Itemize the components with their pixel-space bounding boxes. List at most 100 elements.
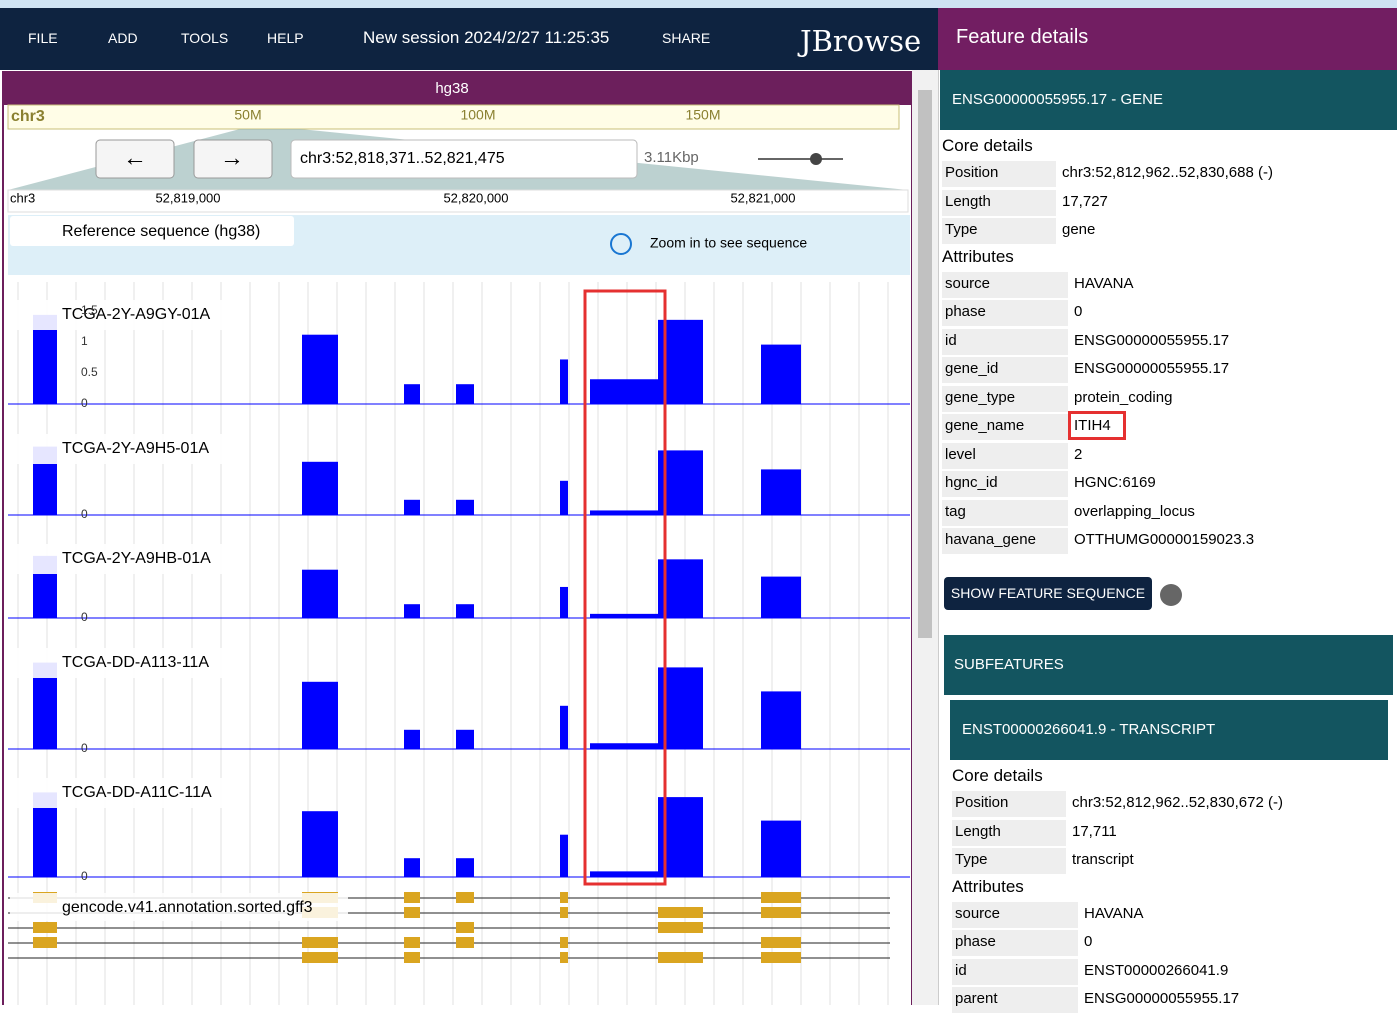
track-label: TCGA-2Y-A9GY-01A	[62, 306, 211, 323]
location-box[interactable]	[290, 139, 638, 179]
coverage-block	[456, 604, 474, 618]
ruler-tick: 52,820,000	[443, 190, 508, 205]
subheading: Core details	[942, 136, 1033, 155]
ruler-tick: 52,819,000	[155, 190, 220, 205]
section-header	[950, 700, 1388, 760]
coverage-block	[761, 820, 801, 877]
top-strip	[0, 0, 1397, 8]
gene-feature	[456, 922, 474, 933]
track-label-box	[10, 893, 348, 921]
key-cell: source	[952, 901, 1078, 928]
zoom-thumb[interactable]	[810, 153, 822, 165]
show-sequence-button[interactable]: SHOW FEATURE SEQUENCE	[944, 577, 1152, 610]
key-cell: hgnc_id	[942, 471, 1068, 497]
share-button[interactable]: SHARE	[662, 30, 711, 46]
key-cell: phase	[952, 930, 1078, 956]
value-cell: HGNC:6169	[1074, 474, 1156, 491]
app-bar	[0, 8, 938, 70]
track-label: TCGA-2Y-A9H5-01A	[62, 440, 209, 457]
coverage-block	[560, 834, 568, 877]
gene-feature	[658, 907, 703, 918]
overview-tick: 100M	[460, 107, 495, 123]
value-cell: 0	[1084, 933, 1093, 950]
value-cell: ITIH4	[1074, 417, 1111, 434]
menu-item[interactable]: ADD	[108, 30, 138, 46]
section-header-text: ENSG00000055955.17 - GENE	[952, 91, 1163, 108]
key-cell: parent	[952, 987, 1078, 1013]
gene-feature	[404, 952, 420, 963]
track-label-box	[10, 544, 238, 574]
location: chr3:52,818,371..52,821,475	[300, 150, 505, 167]
coverage-block	[560, 480, 568, 515]
gene-feature	[404, 892, 420, 903]
forward-icon: →	[220, 144, 244, 171]
gene-feature	[761, 892, 801, 903]
coverage-block	[761, 344, 801, 404]
value-cell: 0	[1074, 303, 1083, 320]
gene-feature	[560, 937, 568, 948]
coverage-block	[560, 705, 568, 749]
gene-feature	[560, 892, 568, 903]
key-cell: Length	[942, 189, 1056, 216]
track-label: Reference sequence (hg38)	[62, 223, 260, 240]
back-icon: ←	[123, 144, 147, 171]
help-icon	[1160, 584, 1182, 606]
message: Zoom in to see sequence	[650, 235, 807, 251]
key-cell: id	[942, 328, 1068, 355]
gene-feature	[404, 937, 420, 948]
highlight-box	[1068, 411, 1126, 440]
value-cell: ENSG00000055955.17	[1074, 331, 1230, 349]
forward-button[interactable]	[193, 139, 273, 179]
track-label-box	[10, 648, 238, 678]
track-label: TCGA-2Y-A9HB-01A	[62, 550, 211, 567]
gene-feature	[560, 907, 568, 918]
coverage-block	[404, 729, 420, 749]
coverage-block	[404, 604, 420, 618]
back-button[interactable]	[95, 139, 175, 179]
key-cell: phase	[942, 300, 1068, 326]
coverage-block	[761, 469, 801, 515]
section-header-text: ENST00000266041.9 - TRANSCRIPT	[962, 721, 1216, 738]
subheading: Attributes	[942, 246, 1014, 266]
value-cell: gene	[1062, 221, 1096, 238]
scroll-thumb[interactable]	[918, 90, 932, 638]
key-cell: Type	[942, 218, 1056, 244]
axis-label: 1	[81, 334, 88, 348]
coverage-block	[590, 613, 658, 618]
menu-item[interactable]: HELP	[267, 30, 304, 46]
key-cell: gene_id	[942, 357, 1068, 383]
value-cell: ENSG00000055955.17	[1084, 990, 1240, 1007]
ruler	[7, 189, 909, 213]
brand: JBrowse	[800, 24, 922, 58]
gene-feature	[302, 937, 338, 948]
menu-item[interactable]: FILE	[28, 30, 58, 46]
key-cell: Length	[952, 819, 1066, 846]
key-cell: gene_name	[942, 414, 1068, 440]
coverage-block	[761, 576, 801, 618]
track-label: TCGA-DD-A113-11A	[62, 654, 209, 671]
key-cell: Position	[942, 161, 1056, 187]
value-cell: chr3:52,812,962..52,830,672 (-)	[1072, 794, 1283, 811]
axis-label: 0	[81, 741, 88, 755]
coverage-block	[456, 384, 474, 404]
view-title: hg38	[435, 80, 468, 97]
gene-feature	[33, 922, 57, 933]
axis-label: 0	[81, 610, 88, 624]
subheading: Core details	[952, 766, 1043, 785]
value-cell: chr3:52,812,962..52,830,688 (-)	[1062, 164, 1273, 181]
span: 3.11Kbp	[644, 149, 699, 166]
gene-feature	[658, 922, 703, 933]
value-cell: 17,727	[1062, 192, 1108, 210]
session-title: New session 2024/2/27 11:25:35	[363, 28, 610, 47]
coverage-block	[404, 858, 420, 877]
value-cell: 17,711	[1072, 822, 1117, 840]
menu-item[interactable]: TOOLS	[181, 30, 229, 46]
section-header	[940, 70, 1397, 130]
coverage-block	[302, 681, 338, 749]
panel-bar	[938, 8, 1397, 70]
track-label-box	[10, 434, 238, 464]
track-label: gencode.v41.annotation.sorted.gff3	[62, 899, 313, 916]
gene-feature	[456, 937, 474, 948]
